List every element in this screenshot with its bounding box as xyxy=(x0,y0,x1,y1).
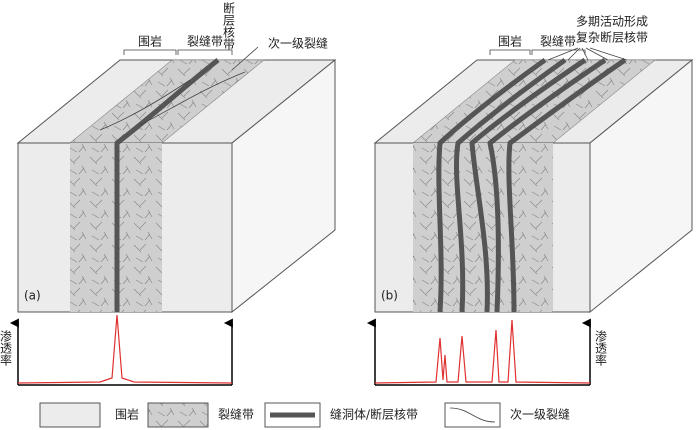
panel-label: (b) xyxy=(381,289,398,303)
leader xyxy=(231,46,259,71)
brackets xyxy=(123,49,233,55)
legend: 围岩 裂缝带 缝洞体/断层核带 次一级裂缝 xyxy=(39,402,570,428)
legend-label: 裂缝带 xyxy=(218,407,254,422)
legend-label: 缝洞体/断层核带 xyxy=(330,407,418,422)
fault-core xyxy=(454,57,567,313)
label: 裂缝带 xyxy=(540,34,576,49)
fault-core xyxy=(469,57,587,313)
label: 断层核带 xyxy=(222,1,236,50)
label: 次一级裂缝 xyxy=(268,36,328,51)
fault-core xyxy=(506,57,627,313)
legend-label: 围岩 xyxy=(115,407,139,422)
fault-core xyxy=(436,57,547,313)
permeability-a: 渗透率 xyxy=(0,314,233,386)
legend-curve xyxy=(449,407,496,423)
label: 复杂断层核带 xyxy=(576,30,648,45)
secondary-fracture xyxy=(99,71,246,131)
permeability-curve xyxy=(17,314,233,384)
legend-swatch xyxy=(147,402,209,428)
axis-label: 渗透率 xyxy=(0,329,13,366)
axis-label: 渗透率 xyxy=(594,329,608,366)
side-face xyxy=(589,58,693,314)
panel-label: (a) xyxy=(24,289,41,303)
brackets xyxy=(489,49,586,55)
legend-swatch xyxy=(39,402,101,428)
fault-core xyxy=(114,58,220,312)
legend-label: 次一级裂缝 xyxy=(510,407,570,422)
permeability-b: 渗透率 xyxy=(366,318,608,386)
label: 围岩 xyxy=(498,34,522,49)
label: 裂缝带 xyxy=(187,34,223,49)
label: 多期活动形成 xyxy=(576,15,648,29)
permeability-curve xyxy=(374,319,591,384)
label: 围岩 xyxy=(138,34,162,49)
fault-core xyxy=(487,57,607,313)
block-a: 围岩 裂缝带 断层核带 次一级裂缝 (a) xyxy=(16,1,337,314)
side-face xyxy=(231,58,336,314)
block-b: 围岩 裂缝带 多期活动形成 复杂断层核带 (b) xyxy=(373,15,694,314)
